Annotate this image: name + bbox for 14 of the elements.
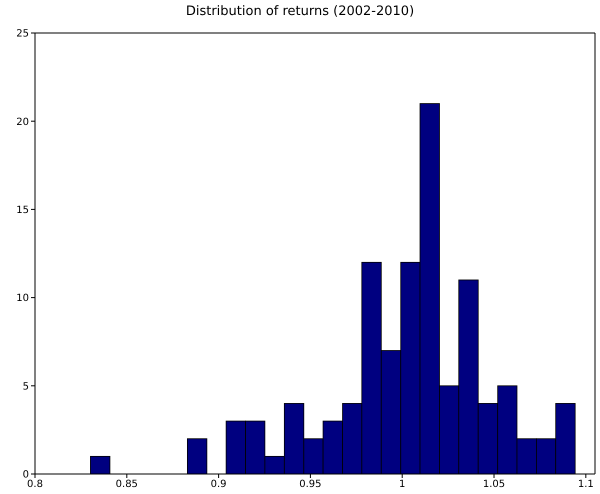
y-tick-label: 15 xyxy=(16,204,29,216)
y-tick-label: 5 xyxy=(22,381,29,392)
chart-title: Distribution of returns (2002-2010) xyxy=(184,3,416,21)
y-tick-label: 0 xyxy=(22,470,29,481)
y-tick-label: 20 xyxy=(16,116,29,128)
y-tick-label: 10 xyxy=(16,293,29,304)
x-tick-label: 0.85 xyxy=(116,479,138,490)
y-tick-label: 25 xyxy=(16,28,29,40)
x-tick-label: 0.8 xyxy=(27,479,43,490)
x-tick-label: 1.05 xyxy=(482,479,506,490)
x-tick-label: 0.95 xyxy=(299,479,322,490)
x-tick-label: 1.1 xyxy=(578,479,594,490)
x-tick-label: 0.9 xyxy=(210,479,227,490)
x-tick-label: 1 xyxy=(399,479,406,490)
